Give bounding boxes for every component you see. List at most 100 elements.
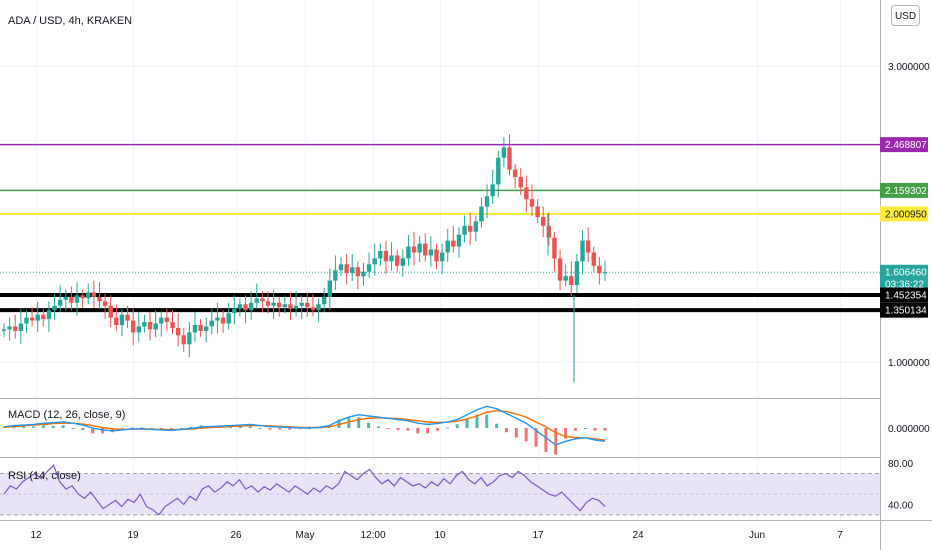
x-tick-label: 26 bbox=[230, 530, 242, 541]
candle-body bbox=[63, 296, 68, 300]
x-tick-label: 10 bbox=[434, 530, 446, 541]
macd-title: MACD (12, 26, close, 9) bbox=[8, 409, 125, 421]
candle-body bbox=[142, 322, 147, 327]
candle-body bbox=[524, 187, 529, 200]
candle-body bbox=[366, 264, 372, 272]
macd-histogram-bar bbox=[396, 428, 400, 431]
countdown-label: 03:36:22 bbox=[885, 280, 924, 291]
candle-body bbox=[406, 246, 411, 259]
candle-body bbox=[490, 184, 495, 197]
x-tick-label: 7 bbox=[837, 530, 843, 541]
rsi-y-tick-label: 80.00 bbox=[888, 459, 913, 470]
candle-body bbox=[102, 301, 108, 306]
price-tag-label: 2.468807 bbox=[885, 140, 927, 151]
candle-body bbox=[187, 332, 192, 345]
candle-body bbox=[507, 147, 512, 170]
macd-histogram-bar bbox=[101, 428, 105, 434]
candlestick-series bbox=[1, 134, 608, 383]
macd-histogram-bar bbox=[298, 428, 302, 430]
macd-histogram-bar bbox=[544, 428, 548, 452]
x-tick-label: 17 bbox=[532, 530, 544, 541]
candle-body bbox=[321, 296, 327, 305]
candle-body bbox=[501, 147, 507, 158]
price-axis[interactable]: 3.000000 1.000000 2.468807 2.159302 2.000950… bbox=[880, 62, 930, 369]
candle-body bbox=[400, 258, 405, 266]
candle-body bbox=[535, 206, 540, 217]
y-tick-label: 3.000000 bbox=[888, 62, 930, 73]
macd-histogram-bar bbox=[337, 419, 341, 428]
x-tick-label: Jun bbox=[749, 530, 765, 541]
macd-pane[interactable]: 0.000000 bbox=[2, 405, 931, 455]
candle-body bbox=[338, 264, 344, 271]
rsi-pane[interactable]: 80.00 40.00 bbox=[0, 459, 913, 516]
macd-histogram-bar bbox=[475, 414, 479, 428]
candle-body bbox=[260, 298, 265, 302]
macd-histogram-bar bbox=[386, 428, 390, 429]
candle-body bbox=[383, 251, 389, 262]
y-tick-label: 1.000000 bbox=[888, 358, 930, 369]
macd-histogram-bar bbox=[288, 428, 292, 430]
candle-body bbox=[423, 243, 428, 256]
macd-histogram-bar bbox=[573, 428, 577, 431]
macd-histogram-bar bbox=[189, 426, 193, 428]
candle-body bbox=[153, 323, 158, 330]
macd-histogram-bar bbox=[603, 428, 607, 431]
candle-body bbox=[484, 196, 490, 207]
candle-body bbox=[181, 335, 186, 345]
candle-body bbox=[69, 296, 74, 303]
macd-histogram-bar bbox=[504, 428, 508, 433]
macd-histogram-bar bbox=[278, 428, 282, 430]
macd-histogram-bar bbox=[110, 428, 114, 433]
macd-histogram-bar bbox=[436, 428, 440, 431]
candle-body bbox=[175, 327, 181, 336]
macd-histogram-bar bbox=[445, 427, 449, 429]
candle-body bbox=[204, 326, 209, 331]
candle-body bbox=[57, 299, 63, 306]
macd-histogram-bar bbox=[495, 423, 499, 428]
macd-histogram-bar bbox=[376, 426, 380, 428]
macd-histogram-bar bbox=[130, 427, 134, 429]
macd-histogram-bar bbox=[465, 418, 469, 428]
price-horizontal-lines[interactable] bbox=[0, 143, 880, 313]
candle-body bbox=[13, 326, 18, 331]
macd-histogram-bar bbox=[41, 425, 45, 428]
candle-body bbox=[316, 304, 321, 311]
candle-body bbox=[378, 251, 383, 259]
candle-body bbox=[97, 296, 102, 302]
x-tick-label: 12:00 bbox=[360, 530, 385, 541]
candle-body bbox=[299, 302, 304, 306]
candle-body bbox=[226, 313, 231, 324]
candle-body bbox=[456, 234, 462, 247]
candle-body bbox=[574, 261, 580, 286]
price-tag bbox=[880, 137, 928, 153]
time-axis[interactable]: 12 19 26 May 12:00 10 17 24 Jun 7 bbox=[30, 530, 843, 541]
candle-body bbox=[585, 240, 591, 253]
candle-body bbox=[394, 255, 400, 266]
candle-body bbox=[310, 307, 316, 311]
currency-button[interactable]: USD bbox=[891, 5, 920, 26]
price-tag-label: 1.350134 bbox=[885, 306, 927, 317]
candle-body bbox=[232, 308, 237, 314]
macd-histogram-bar bbox=[169, 428, 173, 430]
candle-body bbox=[355, 267, 361, 277]
candle-body bbox=[74, 295, 80, 303]
rsi-line bbox=[3, 464, 606, 516]
candle-body bbox=[569, 276, 574, 286]
candle-body bbox=[479, 206, 484, 222]
candle-body bbox=[350, 267, 355, 274]
macd-histogram-bar bbox=[426, 428, 430, 434]
macd-histogram-bar bbox=[564, 428, 568, 439]
price-tag bbox=[880, 182, 928, 198]
candle-body bbox=[80, 295, 85, 299]
price-tag-label: 1.606460 bbox=[885, 268, 927, 279]
candle-body bbox=[602, 272, 608, 274]
macd-histogram-bar bbox=[258, 428, 262, 429]
candle-body bbox=[428, 249, 434, 256]
candle-body bbox=[389, 255, 394, 262]
macd-histogram-bar bbox=[268, 428, 272, 430]
price-tag-label: 2.159302 bbox=[885, 186, 927, 197]
price-tag bbox=[880, 287, 928, 303]
candle-body bbox=[557, 258, 563, 281]
x-tick-label: May bbox=[296, 530, 315, 541]
